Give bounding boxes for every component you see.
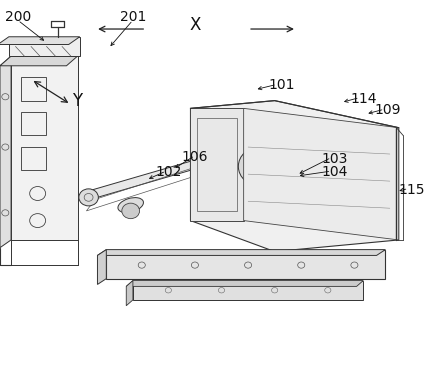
Circle shape — [340, 173, 386, 214]
Text: 102: 102 — [155, 165, 182, 179]
Polygon shape — [126, 281, 363, 286]
Circle shape — [300, 154, 346, 194]
Text: 106: 106 — [182, 150, 208, 164]
Text: 109: 109 — [374, 103, 401, 117]
Circle shape — [310, 163, 337, 186]
Polygon shape — [190, 108, 244, 221]
Polygon shape — [97, 250, 385, 255]
Polygon shape — [9, 37, 80, 56]
Circle shape — [248, 155, 275, 178]
Circle shape — [238, 146, 284, 187]
Text: Y: Y — [73, 92, 82, 110]
Text: 103: 103 — [321, 152, 348, 166]
Polygon shape — [84, 159, 199, 201]
Polygon shape — [133, 281, 363, 300]
Polygon shape — [244, 108, 399, 240]
Polygon shape — [11, 56, 78, 240]
Circle shape — [79, 189, 98, 206]
Polygon shape — [126, 281, 133, 306]
Text: 200: 200 — [4, 10, 31, 24]
Text: 114: 114 — [350, 92, 377, 106]
Polygon shape — [190, 101, 399, 252]
Polygon shape — [0, 37, 80, 45]
Polygon shape — [0, 56, 11, 248]
Text: X: X — [189, 16, 201, 34]
Text: 101: 101 — [268, 78, 295, 92]
Circle shape — [350, 182, 377, 205]
Polygon shape — [97, 250, 106, 284]
Polygon shape — [0, 56, 78, 66]
Polygon shape — [106, 250, 385, 279]
Bar — [21, 112, 46, 135]
Text: 115: 115 — [399, 183, 425, 197]
Ellipse shape — [118, 198, 144, 212]
Text: 201: 201 — [120, 10, 146, 24]
Bar — [21, 147, 46, 170]
Circle shape — [122, 203, 140, 219]
Text: 104: 104 — [321, 165, 348, 179]
Bar — [21, 77, 46, 101]
